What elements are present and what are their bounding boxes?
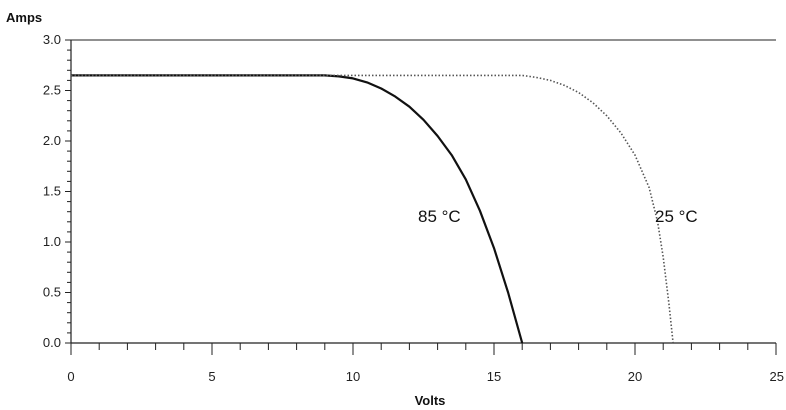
- x-axis-title: Volts: [415, 393, 446, 408]
- series-label-25c: 25 °C: [655, 207, 698, 226]
- x-tick-label: 0: [67, 369, 74, 384]
- y-tick-label: 2.5: [43, 83, 61, 98]
- series-label-85c: 85 °C: [418, 207, 461, 226]
- y-tick-label: 1.0: [43, 234, 61, 249]
- y-tick-label: 3.0: [43, 32, 61, 47]
- x-tick-label: 25: [770, 369, 784, 384]
- y-tick-label: 0.5: [43, 285, 61, 300]
- x-tick-label: 20: [628, 369, 642, 384]
- y-tick-label: 2.0: [43, 133, 61, 148]
- series-line-25c: [71, 74, 674, 344]
- x-tick-label: 10: [346, 369, 360, 384]
- x-tick-label: 5: [208, 369, 215, 384]
- series-line-85c: [71, 74, 524, 344]
- series-lines: 85 °C 25 °C: [71, 74, 698, 344]
- x-tick-label: 15: [487, 369, 501, 384]
- y-tick-label: 1.5: [43, 184, 61, 199]
- axes: 0.0 0.5 1.0 1.5 2.0 2.5 3.0 0 5 10 15 20 25: [43, 32, 784, 384]
- y-tick-label: 0.0: [43, 335, 61, 350]
- y-axis-title: Amps: [6, 10, 42, 25]
